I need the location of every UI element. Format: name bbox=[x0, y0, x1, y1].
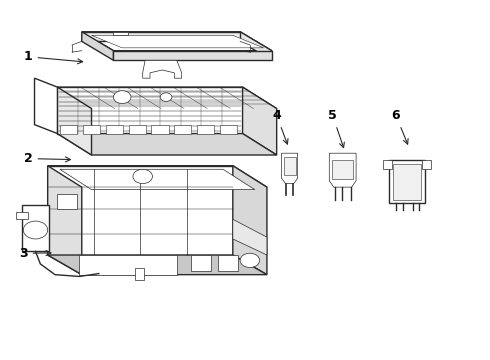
Polygon shape bbox=[57, 87, 243, 134]
Bar bbox=[174, 125, 192, 134]
Polygon shape bbox=[57, 87, 92, 155]
Text: 4: 4 bbox=[272, 109, 288, 144]
Polygon shape bbox=[16, 212, 28, 219]
Bar bbox=[220, 125, 237, 134]
Bar bbox=[389, 160, 425, 203]
Bar bbox=[392, 164, 421, 200]
Polygon shape bbox=[282, 153, 297, 184]
Polygon shape bbox=[34, 78, 57, 134]
Polygon shape bbox=[57, 194, 77, 208]
Bar bbox=[197, 125, 214, 134]
Polygon shape bbox=[218, 255, 238, 271]
Polygon shape bbox=[233, 219, 267, 255]
Text: 1: 1 bbox=[24, 50, 83, 64]
Circle shape bbox=[114, 91, 131, 104]
Polygon shape bbox=[48, 166, 233, 255]
Bar bbox=[83, 125, 100, 134]
Polygon shape bbox=[48, 166, 82, 275]
Polygon shape bbox=[48, 166, 267, 187]
Polygon shape bbox=[48, 255, 267, 275]
Polygon shape bbox=[82, 32, 272, 51]
Text: 5: 5 bbox=[328, 109, 344, 148]
Polygon shape bbox=[243, 87, 277, 155]
Polygon shape bbox=[92, 35, 264, 48]
Polygon shape bbox=[57, 134, 277, 155]
Polygon shape bbox=[82, 32, 240, 41]
Circle shape bbox=[24, 221, 48, 239]
Polygon shape bbox=[22, 205, 49, 251]
Bar bbox=[60, 125, 77, 134]
Bar bbox=[422, 160, 431, 169]
Bar bbox=[332, 159, 353, 179]
Polygon shape bbox=[329, 153, 356, 187]
Polygon shape bbox=[82, 32, 114, 60]
Circle shape bbox=[160, 93, 172, 102]
Text: 2: 2 bbox=[24, 152, 71, 165]
Circle shape bbox=[240, 253, 260, 267]
Polygon shape bbox=[240, 32, 272, 60]
Bar bbox=[135, 267, 144, 280]
Text: 3: 3 bbox=[19, 247, 51, 260]
Bar bbox=[383, 160, 392, 169]
Bar bbox=[106, 125, 122, 134]
Polygon shape bbox=[143, 60, 182, 78]
Bar bbox=[284, 157, 295, 175]
Polygon shape bbox=[60, 169, 255, 190]
Circle shape bbox=[133, 169, 152, 184]
Polygon shape bbox=[192, 255, 211, 271]
Polygon shape bbox=[79, 255, 177, 275]
Bar bbox=[128, 125, 146, 134]
Polygon shape bbox=[114, 51, 272, 60]
Polygon shape bbox=[233, 166, 267, 275]
Text: 6: 6 bbox=[392, 109, 408, 144]
Polygon shape bbox=[114, 32, 128, 35]
Bar bbox=[151, 125, 169, 134]
Polygon shape bbox=[57, 87, 277, 109]
